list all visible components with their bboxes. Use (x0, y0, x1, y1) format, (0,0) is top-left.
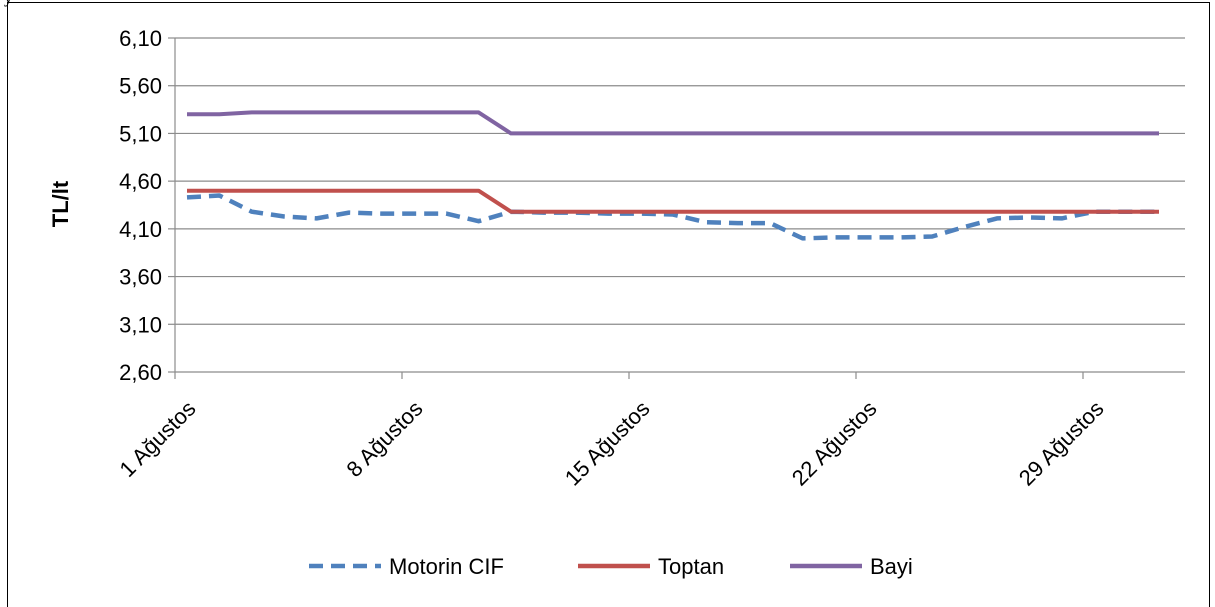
legend-label: Motorin CIF (389, 554, 504, 579)
y-tick-label: 2,60 (119, 360, 162, 385)
y-tick-label: 5,60 (119, 74, 162, 99)
y-tick-label: 3,10 (119, 312, 162, 337)
x-axis-ticks: 1 Ağustos 8 Ağustos 15 Ağustos 22 Ağustos 29… (115, 372, 1109, 491)
series-line-bayi (187, 110, 1159, 136)
series-lines (186, 110, 1159, 241)
y-tick-label: 3,60 (119, 265, 162, 290)
top-caption: y (4, 0, 13, 8)
x-tick-label: 8 Ağustos (342, 396, 428, 482)
series-line-motorin-cif (186, 193, 1159, 241)
y-tick-label: 5,10 (119, 121, 162, 146)
y-tick-label: 4,60 (119, 169, 162, 194)
y-tick-label: 4,10 (119, 217, 162, 242)
legend-label: Toptan (658, 554, 724, 579)
x-tick-label: 15 Ağustos (560, 396, 655, 491)
x-tick-label: 29 Ağustos (1014, 396, 1109, 491)
axes (174, 38, 1185, 373)
gridlines (175, 37, 1185, 325)
y-axis-title: TL/lt (48, 180, 73, 227)
x-tick-label: 22 Ağustos (787, 396, 882, 491)
y-axis-ticks: 6,10 5,60 5,10 4,60 4,10 3,60 3,10 2,60 (119, 26, 175, 385)
chart-border (7, 2, 1210, 607)
y-tick-label: 6,10 (119, 26, 162, 51)
legend-label: Bayi (870, 554, 913, 579)
legend: Motorin CIF Toptan Bayi (309, 554, 913, 579)
x-tick-label: 1 Ağustos (115, 396, 201, 482)
series-line-toptan (187, 188, 1159, 214)
